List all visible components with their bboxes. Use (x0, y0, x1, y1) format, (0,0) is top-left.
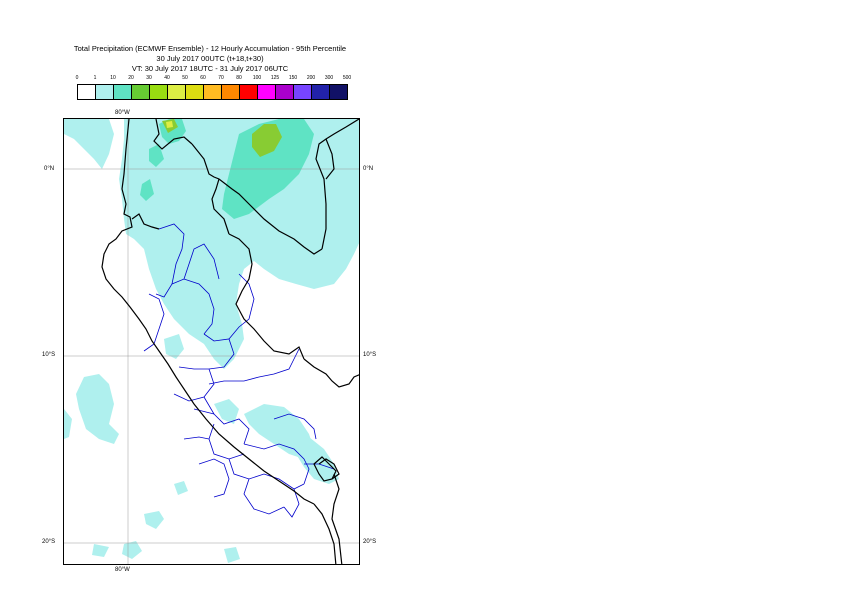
lat-label-0-right: 0°N (363, 166, 374, 172)
legend-threshold-label: 0 (75, 75, 79, 81)
legend-threshold-label: 40 (164, 75, 170, 81)
legend-swatch (257, 84, 276, 100)
legend-threshold-label: 300 (324, 75, 334, 81)
legend-swatch (185, 84, 204, 100)
legend-threshold-label: 125 (270, 75, 280, 81)
color-legend: 0 1 10 20 30 40 50 60 70 80 100 125 150 200 300 500 (75, 75, 351, 103)
precip-area-1-10mm (64, 119, 359, 563)
lat-label-10-right: 10°S (363, 352, 377, 358)
legend-swatch (203, 84, 222, 100)
title-line-3: VT: 30 July 2017 18UTC - 31 July 2017 06… (131, 64, 289, 73)
map-graticule (64, 119, 359, 564)
legend-swatch (239, 84, 258, 100)
legend-threshold-label: 200 (306, 75, 316, 81)
legend-threshold-label: 70 (218, 75, 224, 81)
lat-label-10-left: 10°S (42, 352, 56, 358)
legend-swatch (77, 84, 96, 100)
legend-threshold-label: 500 (342, 75, 352, 81)
legend-threshold-label: 1 (93, 75, 97, 81)
title-line-1: Total Precipitation (ECMWF Ensemble) - 1… (73, 44, 347, 53)
legend-swatch (113, 84, 132, 100)
map-panel (63, 118, 360, 565)
legend-swatch (329, 84, 348, 100)
legend-swatch (149, 84, 168, 100)
legend-swatch (293, 84, 312, 100)
legend-threshold-label: 30 (146, 75, 152, 81)
lat-label-0-left: 0°N (44, 166, 55, 172)
map-canvas (64, 119, 359, 564)
legend-swatch (275, 84, 294, 100)
legend-threshold-label: 50 (182, 75, 188, 81)
legend-threshold-label: 60 (200, 75, 206, 81)
lon-label-top: 80°W (115, 110, 130, 116)
legend-swatch (131, 84, 150, 100)
precip-area-30-40mm (166, 121, 173, 128)
legend-threshold-label: 80 (236, 75, 242, 81)
legend-swatch (221, 84, 240, 100)
legend-threshold-label: 20 (128, 75, 134, 81)
legend-swatch (167, 84, 186, 100)
legend-swatch (95, 84, 114, 100)
lat-label-20-right: 20°S (363, 539, 377, 545)
legend-swatch (311, 84, 330, 100)
legend-threshold-label: 100 (252, 75, 262, 81)
legend-threshold-label: 150 (288, 75, 298, 81)
lon-label-bottom: 80°W (115, 567, 130, 573)
lat-label-20-left: 20°S (42, 539, 56, 545)
legend-threshold-label: 10 (110, 75, 116, 81)
title-line-2: 30 July 2017 00UTC (t+18,t+30) (156, 54, 264, 63)
country-borders (101, 119, 359, 564)
department-borders (143, 223, 335, 518)
